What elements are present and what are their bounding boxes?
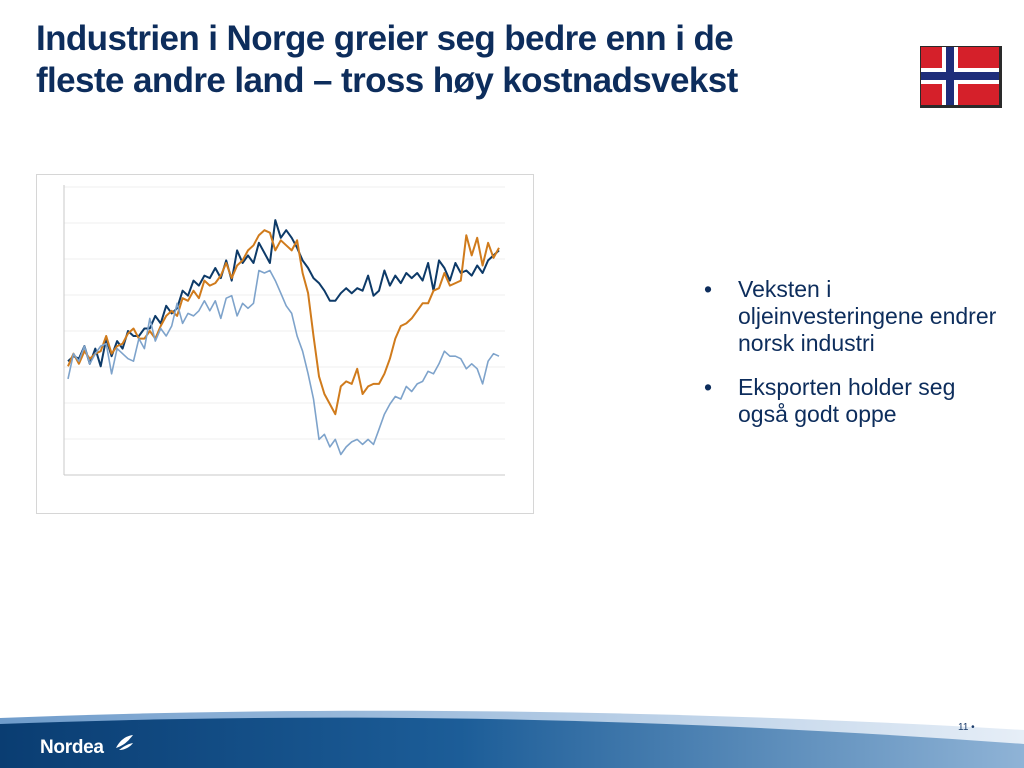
page-number: 11 • — [958, 722, 975, 733]
nordea-sail-icon — [114, 734, 134, 757]
chart-series — [67, 219, 500, 456]
series-line-2 — [67, 229, 500, 416]
series-line-3 — [67, 269, 500, 456]
line-chart — [63, 185, 505, 476]
bullet-text: Veksten i oljeinvesteringene endrer nors… — [738, 276, 997, 356]
nordea-logo-text: Nordea — [40, 737, 104, 758]
series-line-1 — [67, 219, 500, 368]
chart-frame — [36, 174, 534, 514]
bullet-item: • Veksten i oljeinvesteringene endrer no… — [702, 276, 1002, 357]
bullet-marker: • — [704, 374, 713, 400]
slide-title-line-1: Industrien i Norge greier seg bedre enn … — [36, 19, 734, 58]
slide-title-line-2: fleste andre land – tross høy kostnadsve… — [36, 61, 738, 100]
bullet-item: • Eksporten holder seg også godt oppe — [702, 374, 1002, 428]
bullet-list: • Veksten i oljeinvesteringene endrer no… — [702, 276, 1002, 445]
slide-title: Industrien i Norge greier seg bedre enn … — [36, 18, 896, 102]
bullet-text: Eksporten holder seg også godt oppe — [738, 374, 956, 427]
footer-band — [0, 700, 1024, 768]
norway-flag-icon — [920, 46, 1002, 108]
bullet-marker: • — [704, 276, 713, 302]
